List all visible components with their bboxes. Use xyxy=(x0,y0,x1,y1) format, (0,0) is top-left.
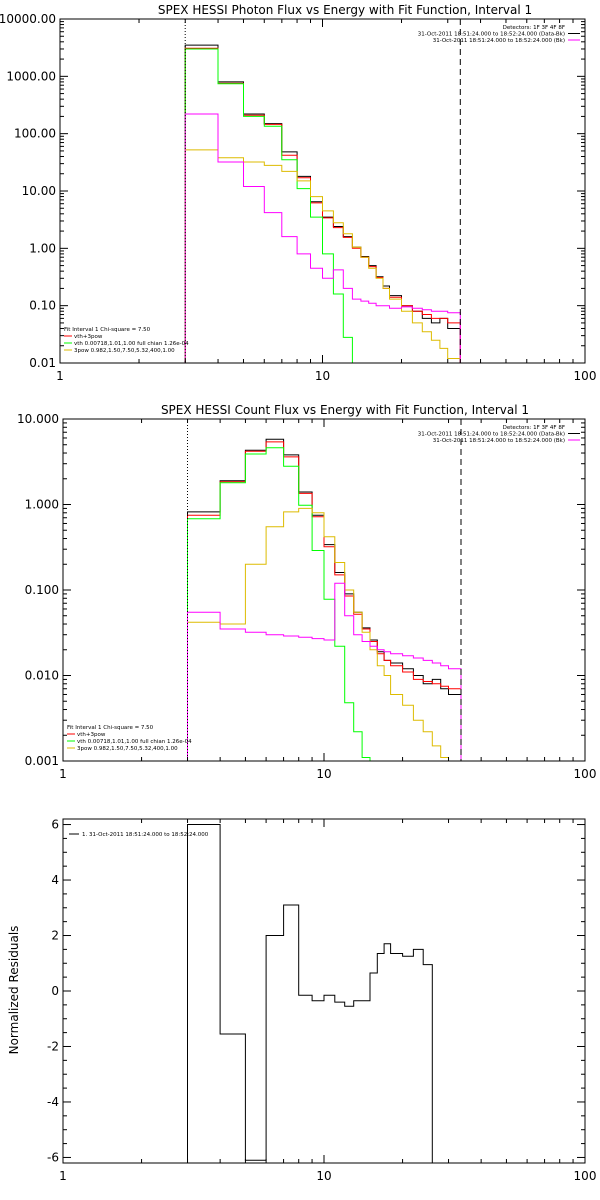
photon-xtick-label: 100 xyxy=(574,369,597,383)
count-ytick-label: 0.001 xyxy=(25,754,59,768)
photon-ytick-label: 100.00 xyxy=(14,127,56,141)
count-xtick-label: 1 xyxy=(59,767,67,781)
count-series-bk xyxy=(187,582,462,761)
photon-header-line: 31-Oct-2011 18:51:24.000 to 18:52:24.000… xyxy=(418,32,565,38)
count-header-line: 31-Oct-2011 18:51:24.000 to 18:52:24.000… xyxy=(433,438,565,444)
photon-ytick-label: 1000.00 xyxy=(6,69,56,83)
photon-ytick-label: 10000.00 xyxy=(0,12,56,26)
photon-legend-label: vth 0.00718,1.01,1.00 full chian 1.26e-0… xyxy=(74,341,189,347)
count-ytick-label: 0.010 xyxy=(25,669,59,683)
photon-ytick-label: 10.00 xyxy=(22,184,56,198)
photon-fit-label: Fit Interval 1 Chi-square = 7.50 xyxy=(64,327,151,333)
residuals-ytick-label: 4 xyxy=(51,873,59,887)
count-header-line: Detectors: 1F 3F 4F 8F xyxy=(503,425,565,431)
residuals-legend-label: 1. 31-Oct-2011 18:51:24.000 to 18:52:24.… xyxy=(82,832,209,838)
residuals-plot-area xyxy=(187,824,433,1163)
photon-plot-area xyxy=(184,44,461,363)
photon-ytick-label: 1.00 xyxy=(29,241,56,255)
residuals-ytick-label: -6 xyxy=(47,1150,59,1164)
residuals-xtick-label: 10 xyxy=(316,1169,331,1183)
residuals-ytick-label: -2 xyxy=(47,1039,59,1053)
photon-xtick-label: 1 xyxy=(56,369,64,383)
count-chart-title: SPEX HESSI Count Flux vs Energy with Fit… xyxy=(161,403,529,417)
residuals-ytick-label: 2 xyxy=(51,929,59,943)
photon-ytick-label: 0.01 xyxy=(29,356,56,370)
count-series-3pow xyxy=(187,507,449,761)
count-legend-label: vth 0.00718,1.01,1.00 full chian 1.26e-0… xyxy=(77,739,192,745)
residuals-panel: Normalized Residuals 1 10 100 -6 -4 -2 0 2 4 6 1. … xyxy=(7,818,596,1183)
count-header-line: 31-Oct-2011 18:51:24.000 to 18:52:24.000… xyxy=(418,432,565,438)
photon-ytick-label: 0.10 xyxy=(29,299,56,313)
photon-header-line: 31-Oct-2011 18:51:24.000 to 18:52:24.000… xyxy=(433,38,565,44)
photon-legend-label: vth+3pow xyxy=(74,334,103,340)
count-fit-label: Fit Interval 1 Chi-square = 7.50 xyxy=(67,725,154,731)
count-flux-panel: SPEX HESSI Count Flux vs Energy with Fit… xyxy=(17,403,596,781)
residuals-xtick-label: 1 xyxy=(59,1169,67,1183)
photon-series-bk xyxy=(184,113,461,363)
photon-chart-title: SPEX HESSI Photon Flux vs Energy with Fi… xyxy=(158,3,532,17)
photon-flux-panel: SPEX HESSI Photon Flux vs Energy with Fi… xyxy=(0,3,596,383)
residuals-series-0 xyxy=(187,824,433,1163)
residuals-ytick-label: 6 xyxy=(51,818,59,832)
residuals-ytick-label: 0 xyxy=(51,984,59,998)
count-ytick-label: 0.100 xyxy=(25,583,59,597)
count-xtick-label: 10 xyxy=(316,767,331,781)
photon-xtick-label: 10 xyxy=(315,369,330,383)
residuals-ytick-label: -4 xyxy=(47,1095,59,1109)
residuals-xtick-label: 100 xyxy=(574,1169,597,1183)
count-xtick-label: 100 xyxy=(574,767,597,781)
count-ytick-label: 10.000 xyxy=(17,412,59,426)
photon-legend-label: 3pow 0.982,1.50,7.50,5.32,400,1.00 xyxy=(74,348,175,354)
count-series-vth xyxy=(187,447,371,761)
residuals-ylabel: Normalized Residuals xyxy=(7,926,21,1055)
photon-header-line: Detectors: 1F 3F 4F 8F xyxy=(503,25,565,31)
photon-series-3pow xyxy=(184,149,461,363)
count-legend-label: 3pow 0.982,1.50,7.50,5.32,400,1.00 xyxy=(77,746,178,752)
count-legend-label: vth+3pow xyxy=(77,732,106,738)
count-plot-area xyxy=(187,438,462,761)
photon-series-vth xyxy=(184,48,353,363)
count-ytick-label: 1.000 xyxy=(25,498,59,512)
